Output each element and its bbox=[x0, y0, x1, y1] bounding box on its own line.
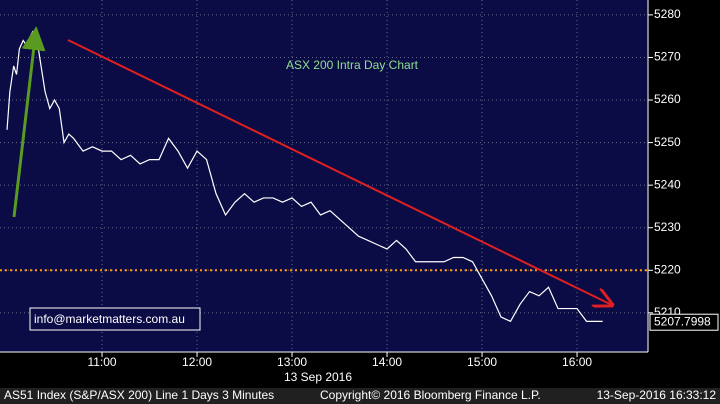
footer-right: 13-Sep-2016 16:33:12 bbox=[597, 388, 717, 402]
footer-left: AS51 Index (S&P/ASX 200) Line 1 Days 3 M… bbox=[4, 388, 274, 402]
last-value-label: 5207.7998 bbox=[654, 314, 711, 328]
y-tick-label: 5260 bbox=[654, 92, 681, 106]
last-value-box bbox=[649, 313, 719, 331]
x-tick-label: 14:00 bbox=[372, 355, 402, 369]
up-arrow bbox=[12, 26, 46, 218]
x-axis-label: 13 Sep 2016 bbox=[284, 370, 352, 384]
y-tick-label: 5240 bbox=[654, 177, 681, 191]
x-tick-label: 12:00 bbox=[182, 355, 212, 369]
plot-area bbox=[0, 0, 648, 352]
y-tick-label: 5220 bbox=[654, 262, 681, 276]
footer-center: Copyright© 2016 Bloomberg Finance L.P. bbox=[320, 388, 541, 402]
y-tick-label: 5270 bbox=[654, 50, 681, 64]
footer-bar bbox=[0, 388, 720, 404]
contact-box bbox=[29, 307, 201, 331]
y-tick-label: 5230 bbox=[654, 220, 681, 234]
x-tick-label: 11:00 bbox=[87, 355, 116, 369]
price-line bbox=[6, 30, 603, 323]
x-tick-label: 13:00 bbox=[277, 355, 307, 369]
contact: info@marketmatters.com.au bbox=[34, 312, 185, 326]
down-arrow bbox=[67, 39, 612, 305]
y-tick-label: 5250 bbox=[654, 135, 681, 149]
chart-title: ASX 200 Intra Day Chart bbox=[286, 58, 419, 72]
x-tick-label: 15:00 bbox=[467, 355, 497, 369]
y-tick-label: 5280 bbox=[654, 7, 681, 21]
x-tick-label: 16:00 bbox=[562, 355, 592, 369]
